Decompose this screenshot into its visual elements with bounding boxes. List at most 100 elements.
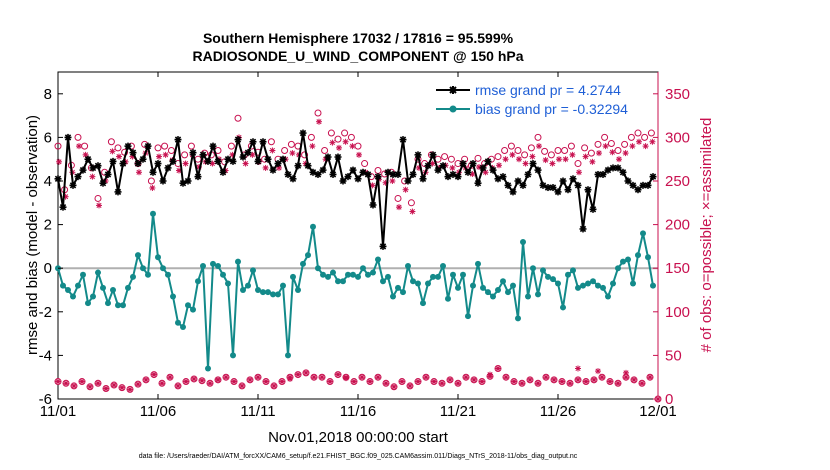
obs-assimilated-marker [191,375,197,382]
bias-point [70,293,76,300]
bias-point [230,352,236,359]
obs-assimilated-marker [109,148,116,155]
obs-assimilated-marker [103,385,109,392]
rmse-point [574,181,582,189]
obs-possible-marker [601,133,609,141]
bias-point [595,282,601,289]
obs-assimilated-marker [595,368,601,375]
rmse-point [249,138,257,146]
obs-possible-marker [621,140,629,148]
obs-assimilated-marker [575,365,581,372]
rmse-point [369,201,377,209]
rmse-point [324,153,332,161]
obs-assimilated-marker [391,383,397,390]
rmse-point [294,162,302,170]
bias-point [80,271,86,278]
bias-point [95,269,101,276]
bias-point [250,267,256,274]
bias-point [350,271,356,278]
rmse-point [514,177,522,185]
chart-title-line1: Southern Hemisphere 17032 / 17816 = 95.5… [203,30,514,46]
bias-point [270,291,276,298]
rmse-point [554,188,562,196]
bias-point [75,282,81,289]
chart-title-line2: RADIOSONDE_U_WIND_COMPONENT @ 150 hPa [192,48,523,64]
obs-assimilated-marker [351,378,357,385]
rmse-point [399,136,407,144]
obs-possible-marker [287,140,295,148]
y-right-tick-label: 150 [665,260,690,277]
y-right-tick-label: 250 [665,173,690,190]
obs-assimilated-marker [135,381,141,388]
obs-assimilated-marker [582,153,589,160]
obs-assimilated-marker [502,156,509,163]
rmse-point [94,162,102,170]
obs-assimilated-marker [556,156,562,163]
obs-assimilated-marker [516,156,522,163]
rmse-point [219,168,227,176]
x-tick-label: 11/26 [540,403,576,420]
obs-possible-marker [534,133,542,141]
obs-assimilated-marker [569,151,576,158]
obs-possible-marker [561,146,569,154]
bias-point [545,273,551,280]
rmse-point [414,151,422,159]
obs-assimilated-marker [87,383,93,390]
bias-point [590,278,596,285]
y-right-tick-label: 50 [665,347,682,364]
rmse-point [479,164,487,172]
obs-assimilated-marker [319,374,325,381]
obs-possible-marker [154,144,162,152]
rmse-point [164,164,172,172]
bias-point [280,282,286,289]
bias-point [430,273,436,280]
obs-assimilated-marker [271,382,277,389]
bias-point [175,319,181,326]
obs-assimilated-marker [529,153,536,160]
rmse-point [374,173,382,181]
obs-assimilated-marker [542,157,549,164]
obs-assimilated-marker [527,376,533,383]
rmse-point [289,175,297,183]
obs-assimilated-marker [549,160,556,167]
obs-assimilated-marker [576,169,582,176]
rmse-point [274,160,282,168]
obs-assimilated-marker [136,169,142,176]
obs-assimilated-marker [409,208,416,215]
obs-assimilated-marker [482,169,489,176]
rmse-point [69,181,77,189]
bias-point [560,304,566,311]
rmse-point [209,142,217,150]
rmse-point [524,170,532,178]
bias-point [650,282,656,289]
rmse-point [159,177,167,185]
obs-possible-marker [514,146,522,154]
obs-possible-marker [627,133,635,141]
obs-assimilated-marker [562,156,569,163]
obs-assimilated-marker [151,371,157,378]
bias-point [355,273,361,280]
rmse-point [354,175,362,183]
rmse-point [504,181,512,189]
obs-assimilated-marker [276,164,282,171]
obs-possible-marker [554,146,562,154]
obs-possible-marker [394,194,402,202]
rmse-point [269,166,277,174]
rmse-point [569,175,577,183]
rmse-point [344,173,352,181]
obs-assimilated-marker [399,378,405,385]
rmse-point [629,181,637,189]
bias-point [160,265,166,272]
obs-assimilated-marker [207,380,213,387]
rmse-point [259,138,267,146]
obs-possible-marker [234,114,242,122]
bias-point [90,293,96,300]
obs-assimilated-marker [636,138,642,145]
rmse-point [619,168,627,176]
obs-assimilated-marker [309,143,316,150]
y-left-tick-label: 2 [44,217,52,234]
bias-point [640,230,646,237]
bias-point [315,265,321,272]
obs-possible-marker [181,151,189,159]
obs-possible-marker [314,109,322,117]
